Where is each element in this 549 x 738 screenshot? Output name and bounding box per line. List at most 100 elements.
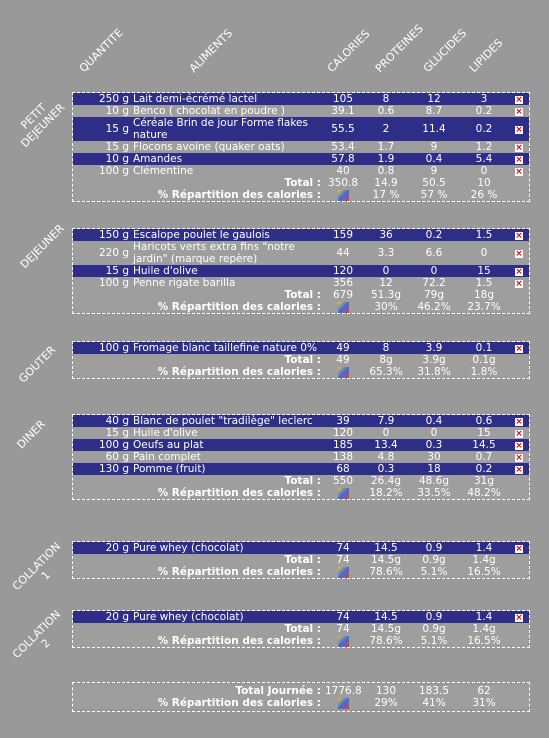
delete-button[interactable]: × [515, 231, 523, 241]
empty [509, 697, 529, 709]
total-value: 0.9g [409, 554, 459, 566]
delete-button[interactable]: × [515, 143, 523, 153]
total-label: Total : [73, 554, 323, 566]
quantity: 15 g [73, 117, 131, 141]
fats: 1.5 [459, 277, 509, 289]
calories: 356 [323, 277, 363, 289]
meal-table: 150 g Escalope poulet le gaulois 159 36 0.2 1… [72, 228, 530, 314]
column-header: ALIMENTS [186, 26, 236, 75]
food-row: 100 g Clémentine 40 0.8 9 0 × [73, 165, 529, 177]
repartition-row: % Répartition des calories : 18.2% 33.5% 48… [73, 487, 529, 499]
repartition-label: % Répartition des calories : [73, 189, 323, 201]
proteins: 2 [363, 117, 409, 141]
repartition-value: 17 % [363, 189, 409, 201]
delete-button[interactable]: × [515, 107, 523, 117]
repartition-label: % Répartition des calories : [73, 487, 323, 499]
quantity: 100 g [73, 277, 131, 289]
total-value: 14.5g [363, 623, 409, 635]
total-label: Total : [73, 623, 323, 635]
total-value: 79g [409, 289, 459, 301]
delete-button[interactable]: × [515, 613, 523, 623]
delete-cell: × [509, 265, 529, 277]
food-row: 130 g Pomme (fruit) 68 0.3 18 0.2 × [73, 463, 529, 475]
calories: 74 [323, 611, 363, 623]
carbs: 8.7 [409, 105, 459, 117]
quantity: 40 g [73, 415, 131, 427]
food-name: Huile d'olive [131, 427, 323, 439]
empty [509, 623, 529, 635]
delete-button[interactable]: × [515, 279, 523, 289]
proteins: 0.6 [363, 105, 409, 117]
delete-button[interactable]: × [515, 155, 523, 165]
meal-table: 20 g Pure whey (chocolat) 74 14.5 0.9 1.4 × Tot… [72, 541, 530, 579]
delete-cell: × [509, 241, 529, 265]
delete-button[interactable]: × [515, 417, 523, 427]
delete-cell: × [509, 427, 529, 439]
icon-cell [323, 301, 363, 313]
delete-button[interactable]: × [515, 453, 523, 463]
proteins: 0 [363, 265, 409, 277]
carbs: 6.6 [409, 241, 459, 265]
food-row: 10 g Benco ( chocolat en poudre ) 39.1 0.6 8… [73, 105, 529, 117]
repartition-value: 30% [363, 301, 409, 313]
repartition-value: 5.1% [409, 635, 459, 647]
fats: 15 [459, 265, 509, 277]
fats: 1.4 [459, 611, 509, 623]
food-row: 10 g Amandes 57.8 1.9 0.4 5.4 × [73, 153, 529, 165]
total-label: Total : [73, 475, 323, 487]
icon-cell [323, 697, 363, 709]
food-name: Huile d'olive [131, 265, 323, 277]
fats: 1.2 [459, 141, 509, 153]
column-header: QUANTITE [76, 26, 126, 75]
food-row: 100 g Oeufs au plat 185 13.4 0.3 14.5 × [73, 439, 529, 451]
delete-button[interactable]: × [515, 344, 523, 354]
food-name: Benco ( chocolat en poudre ) [131, 105, 323, 117]
empty [509, 487, 529, 499]
delete-button[interactable]: × [515, 267, 523, 277]
total-label: Total Journée : [73, 685, 323, 697]
fats: 0.1 [459, 342, 509, 354]
delete-cell: × [509, 415, 529, 427]
total-label: Total : [73, 177, 323, 189]
delete-cell: × [509, 439, 529, 451]
chart-icon [337, 566, 349, 578]
food-row: 40 g Blanc de poulet "tradilège" leclerc 3… [73, 415, 529, 427]
delete-button[interactable]: × [515, 95, 523, 105]
empty [509, 189, 529, 201]
total-value: 74 [323, 554, 363, 566]
carbs: 0 [409, 265, 459, 277]
delete-cell: × [509, 105, 529, 117]
total-value: 8g [363, 354, 409, 366]
repartition-label: % Répartition des calories : [73, 366, 323, 378]
delete-button[interactable]: × [515, 465, 523, 475]
delete-button[interactable]: × [515, 544, 523, 554]
repartition-value: 31% [459, 697, 509, 709]
proteins: 14.5 [363, 542, 409, 554]
delete-button[interactable]: × [515, 429, 523, 439]
delete-button[interactable]: × [515, 441, 523, 451]
meal-label: COLLATION 2 [10, 608, 72, 670]
food-row: 15 g Flocons avoine (quaker oats) 53.4 1.7 9… [73, 141, 529, 153]
total-value: 74 [323, 623, 363, 635]
delete-button[interactable]: × [515, 249, 523, 259]
total-row: Total :679 51.3g 79g 18g [73, 289, 529, 301]
delete-button[interactable]: × [515, 125, 523, 135]
fats: 0.2 [459, 105, 509, 117]
column-header: PROTEINES [372, 21, 426, 76]
proteins: 4.8 [363, 451, 409, 463]
delete-button[interactable]: × [515, 167, 523, 177]
repartition-row: % Répartition des calories : 78.6% 5.1% 16.… [73, 566, 529, 578]
icon-cell [323, 566, 363, 578]
carbs: 12 [409, 93, 459, 105]
fats: 0 [459, 165, 509, 177]
carbs: 9 [409, 141, 459, 153]
empty [509, 566, 529, 578]
quantity: 60 g [73, 451, 131, 463]
calories: 74 [323, 542, 363, 554]
quantity: 100 g [73, 342, 131, 354]
day-table: Total Journée :1776.8 130 183.5 62% Réparti… [72, 682, 530, 712]
food-name: Clémentine [131, 165, 323, 177]
meal-label-line: GOUTER [16, 343, 59, 386]
total-value: 183.5 [409, 685, 459, 697]
